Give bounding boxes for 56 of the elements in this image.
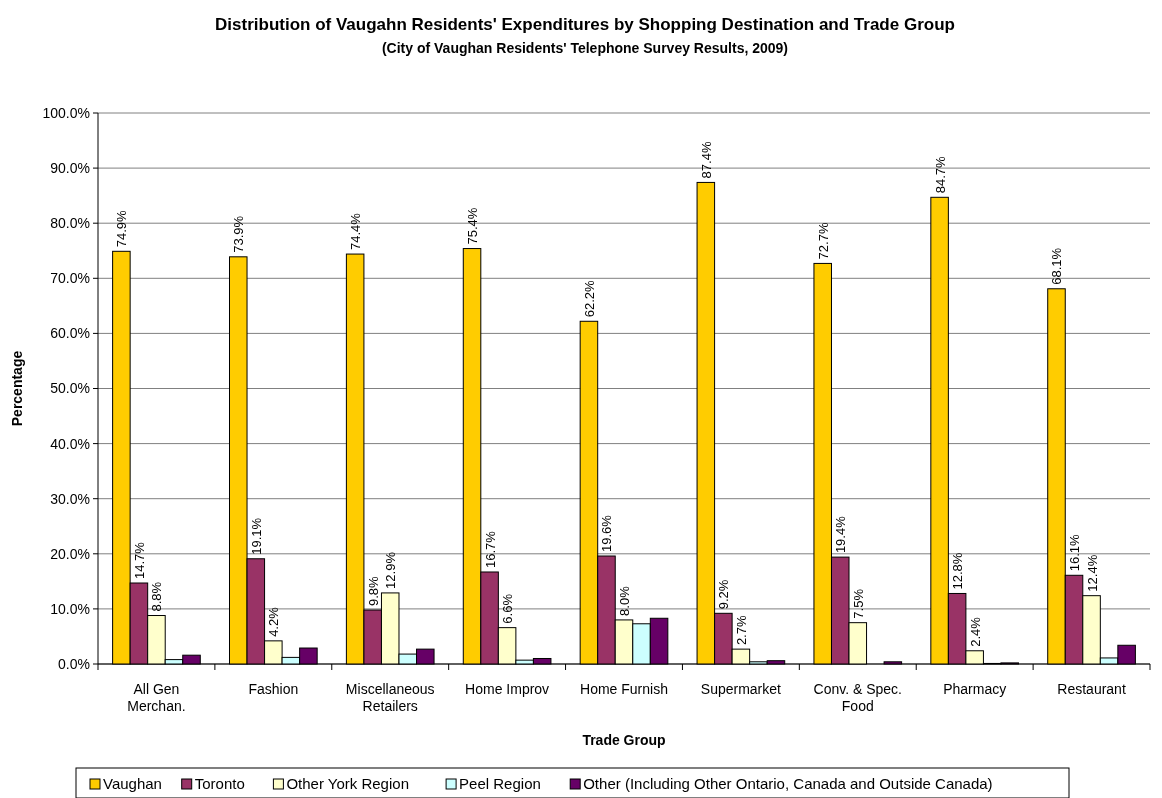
data-label: 6.6% xyxy=(500,593,516,624)
x-tick-label: Restaurant xyxy=(1057,681,1126,697)
y-tick-label: 100.0% xyxy=(42,104,90,121)
legend-label: Peel Region xyxy=(459,775,541,792)
data-label: 12.4% xyxy=(1084,554,1100,592)
data-label: 75.4% xyxy=(465,207,481,245)
data-label: 19.1% xyxy=(248,517,264,555)
y-tick-label: 20.0% xyxy=(50,545,90,562)
data-label: 87.4% xyxy=(698,141,714,179)
data-label: 12.9% xyxy=(383,551,399,589)
data-label: 2.7% xyxy=(733,615,749,646)
x-tick-label: Supermarket xyxy=(700,681,782,697)
y-tick-label: 80.0% xyxy=(50,215,90,232)
data-label: 8.8% xyxy=(149,581,165,612)
data-label: 16.1% xyxy=(1067,533,1083,572)
data-label: 9.8% xyxy=(365,575,381,606)
data-label: 4.2% xyxy=(266,606,282,637)
x-tick-label: Miscellaneous Retailers xyxy=(345,681,435,714)
data-label: 8.0% xyxy=(617,585,632,616)
data-label: 14.7% xyxy=(131,541,147,579)
data-label: 9.2% xyxy=(716,579,732,610)
data-label: 2.4% xyxy=(967,616,983,647)
x-tick-label: Conv. & Spec. Food xyxy=(813,681,902,714)
data-label: 7.5% xyxy=(850,588,866,619)
x-axis-title: Trade Group xyxy=(582,732,666,748)
y-tick-label: 40.0% xyxy=(50,435,90,452)
y-tick-label: 70.0% xyxy=(50,270,90,287)
data-label: 84.7% xyxy=(932,156,948,194)
chart-title: Distribution of Vaugahn Residents' Expenditures by Shopping Destination and Trade Group xyxy=(215,15,955,34)
data-label: 74.4% xyxy=(348,212,364,251)
data-label: 68.1% xyxy=(1049,247,1065,285)
y-axis-title: Percentage xyxy=(9,350,25,427)
y-tick-label: 60.0% xyxy=(50,325,90,342)
legend-label: Other York Region xyxy=(286,775,409,792)
y-tick-label: 90.0% xyxy=(50,160,90,176)
data-label: 73.9% xyxy=(231,215,247,253)
data-label: 72.7% xyxy=(815,222,831,260)
legend-label: Vaughan xyxy=(103,775,162,792)
x-tick-label: All Gen Merchan. xyxy=(127,681,186,714)
y-tick-label: 0.0% xyxy=(58,655,90,672)
data-label: 12.8% xyxy=(950,552,966,590)
x-tick-label: Home Furnish xyxy=(580,681,668,697)
legend-label: Other (Including Other Ontario, Canada and Outside Canada) xyxy=(583,775,993,792)
data-label: 19.6% xyxy=(599,514,615,552)
chart-subtitle: (City of Vaughan Residents' Telephone Survey Results, 2009) xyxy=(381,40,789,56)
data-label: 62.2% xyxy=(581,279,597,318)
x-tick-label: Fashion xyxy=(248,681,299,697)
y-tick-label: 30.0% xyxy=(50,490,90,507)
y-tick-label: 10.0% xyxy=(50,600,90,617)
data-label: 74.9% xyxy=(114,210,130,248)
data-label: 16.7% xyxy=(482,530,498,568)
data-label: 19.4% xyxy=(833,515,849,554)
legend-label: Toronto xyxy=(194,775,245,792)
y-tick-label: 50.0% xyxy=(50,380,90,397)
x-tick-label: Home Improv xyxy=(465,681,550,697)
x-tick-label: Pharmacy xyxy=(943,681,1007,697)
